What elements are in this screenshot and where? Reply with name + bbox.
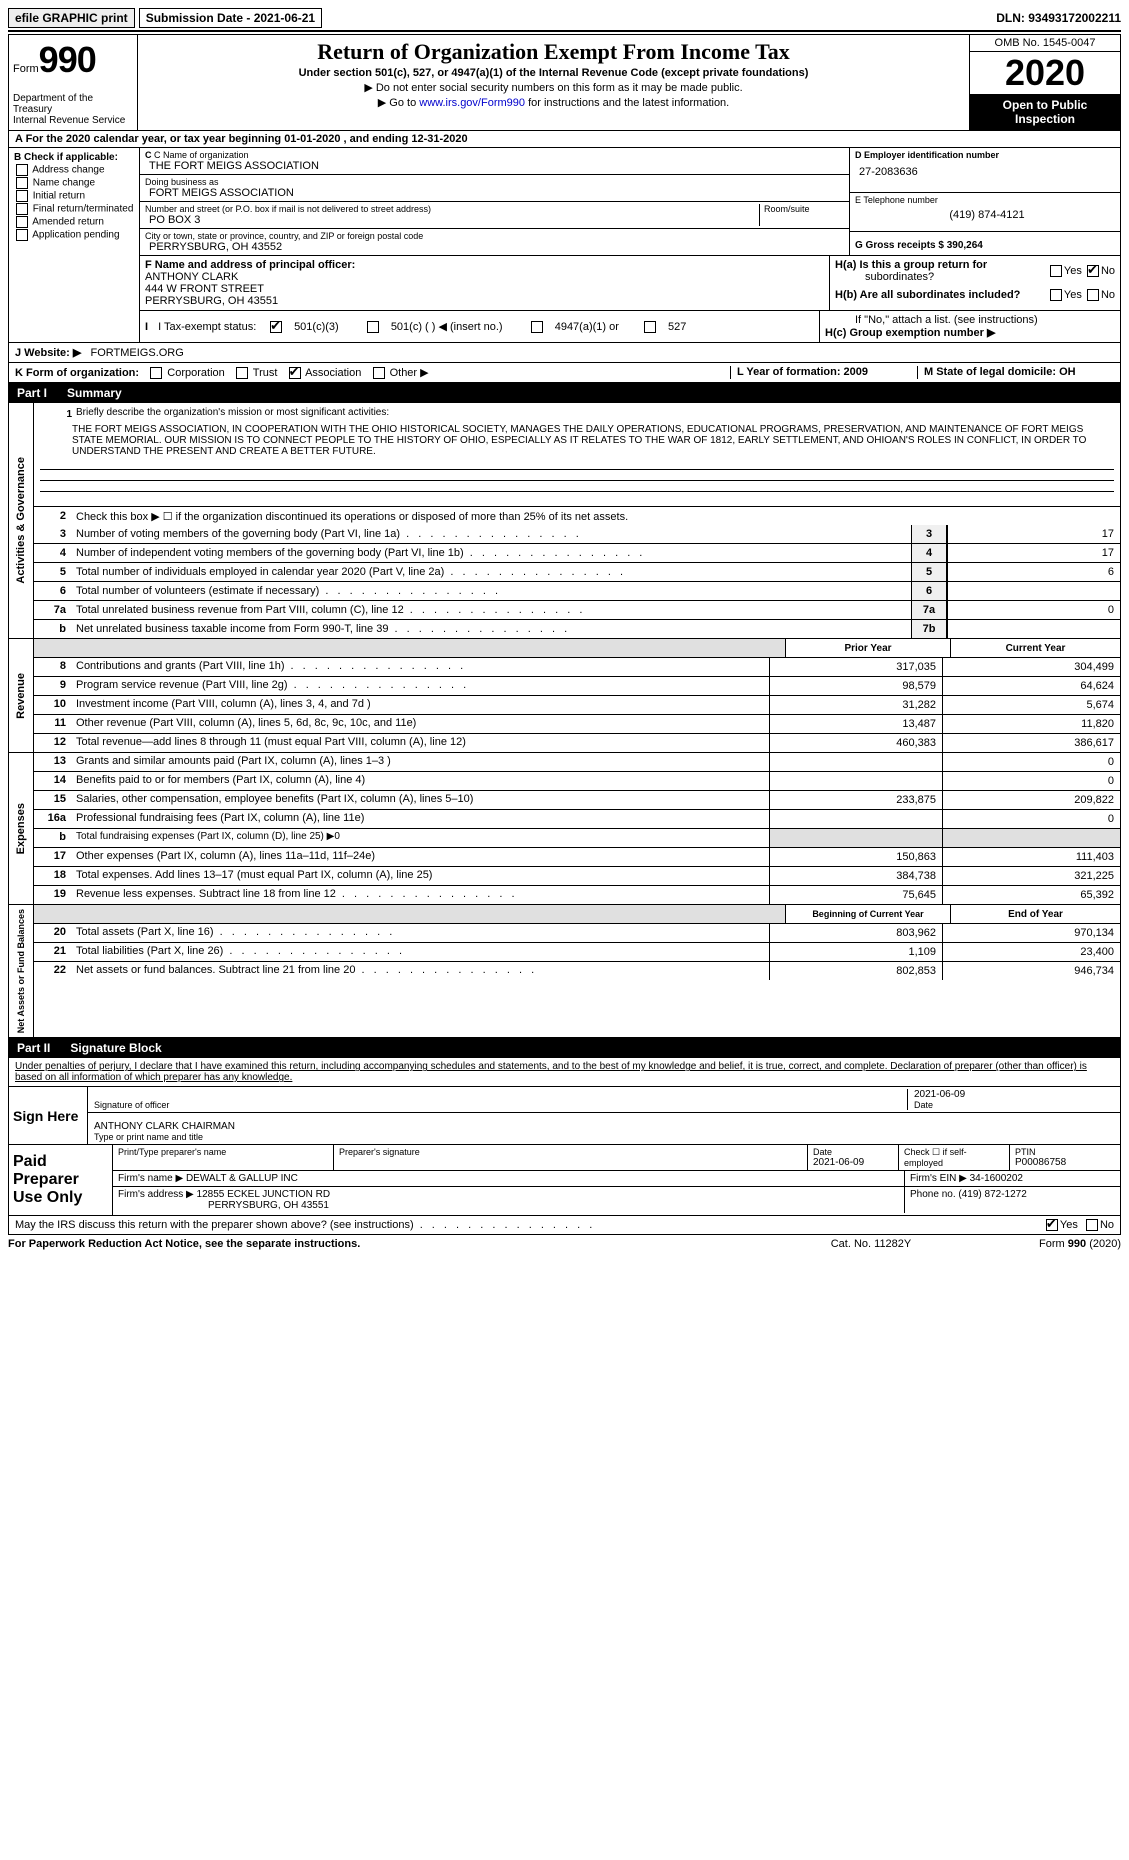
ssn-note: ▶ Do not enter social security numbers o… — [146, 81, 961, 94]
officer-addr1: 444 W FRONT STREET — [145, 283, 824, 295]
paid-preparer-label: Paid Preparer Use Only — [9, 1145, 112, 1215]
cb-discuss-yes[interactable] — [1046, 1219, 1058, 1231]
dln: DLN: 93493172002211 — [996, 11, 1121, 25]
room-label: Room/suite — [764, 204, 844, 214]
omb-number: OMB No. 1545-0047 — [970, 35, 1120, 52]
form-footer: Form 990 (2020) — [971, 1238, 1121, 1250]
submission-date: Submission Date - 2021-06-21 — [139, 8, 322, 28]
form-header: Form990 Department of the Treasury Inter… — [8, 34, 1121, 131]
cb-ha-yes[interactable] — [1050, 265, 1062, 277]
cb-final[interactable] — [16, 203, 28, 215]
ein: 27-2083636 — [855, 166, 1115, 178]
discuss-question: May the IRS discuss this return with the… — [15, 1219, 1044, 1231]
l6-val — [947, 582, 1120, 600]
tax-year: 2020 — [970, 52, 1120, 94]
cb-hb-yes[interactable] — [1050, 289, 1062, 301]
cat-number: Cat. No. 11282Y — [771, 1238, 971, 1250]
sign-here-label: Sign Here — [9, 1087, 87, 1144]
cb-ha-no[interactable] — [1087, 265, 1099, 277]
form-subtitle: Under section 501(c), 527, or 4947(a)(1)… — [146, 67, 961, 79]
row-a: A For the 2020 calendar year, or tax yea… — [8, 131, 1121, 148]
firm-ein: 34-1600202 — [970, 1173, 1023, 1184]
open-public: Open to Public Inspection — [970, 94, 1120, 130]
cb-amended[interactable] — [16, 216, 28, 228]
sidebar-activities: Activities & Governance — [13, 453, 29, 588]
part-2-header: Part IISignature Block — [8, 1038, 1121, 1058]
cb-initial[interactable] — [16, 190, 28, 202]
cb-pending[interactable] — [16, 229, 28, 241]
state-domicile: M State of legal domicile: OH — [924, 366, 1076, 378]
cb-501c[interactable] — [367, 321, 379, 333]
form-number: 990 — [39, 39, 96, 80]
cb-trust[interactable] — [236, 367, 248, 379]
officer-addr2: PERRYSBURG, OH 43551 — [145, 295, 824, 307]
cb-address[interactable] — [16, 164, 28, 176]
paperwork-notice: For Paperwork Reduction Act Notice, see … — [8, 1238, 771, 1250]
cb-name[interactable] — [16, 177, 28, 189]
begin-year-header: Beginning of Current Year — [785, 905, 950, 923]
ptin: P00086758 — [1015, 1157, 1115, 1168]
cb-corp[interactable] — [150, 367, 162, 379]
telephone: (419) 874-4121 — [855, 209, 1115, 221]
prior-year-header: Prior Year — [785, 639, 950, 657]
l4-val: 17 — [947, 544, 1120, 562]
cb-assoc[interactable] — [289, 367, 301, 379]
dept-irs: Internal Revenue Service — [13, 115, 133, 126]
row-k: K Form of organization: Corporation Trus… — [8, 363, 1121, 383]
topbar: efile GRAPHIC print Submission Date - 20… — [8, 8, 1121, 32]
sidebar-revenue: Revenue — [13, 669, 29, 723]
mission-text: THE FORT MEIGS ASSOCIATION, IN COOPERATI… — [40, 424, 1114, 457]
sidebar-expenses: Expenses — [13, 799, 29, 858]
firm-phone: (419) 872-1272 — [958, 1189, 1026, 1200]
firm-addr2: PERRYSBURG, OH 43551 — [118, 1200, 329, 1211]
dba: FORT MEIGS ASSOCIATION — [145, 187, 844, 199]
entity-info: B Check if applicable: Address change Na… — [8, 148, 1121, 343]
sig-intro: Under penalties of perjury, I declare th… — [9, 1058, 1120, 1087]
sidebar-netassets: Net Assets or Fund Balances — [14, 905, 28, 1037]
cb-501c3[interactable] — [270, 321, 282, 333]
cb-527[interactable] — [644, 321, 656, 333]
officer-name: ANTHONY CLARK — [145, 271, 824, 283]
l7a-val: 0 — [947, 601, 1120, 619]
cb-hb-no[interactable] — [1087, 289, 1099, 301]
l7b-val — [947, 620, 1120, 638]
irs-link[interactable]: www.irs.gov/Form990 — [419, 97, 525, 109]
current-year-header: Current Year — [950, 639, 1120, 657]
dept-treasury: Department of the Treasury — [13, 93, 133, 115]
year-formation: L Year of formation: 2009 — [737, 366, 868, 378]
l5-val: 6 — [947, 563, 1120, 581]
firm-name: DEWALT & GALLUP INC — [186, 1173, 298, 1184]
form-label: Form — [13, 63, 39, 75]
city-state-zip: PERRYSBURG, OH 43552 — [145, 241, 844, 253]
box-b-label: B Check if applicable: — [14, 152, 134, 163]
cb-discuss-no[interactable] — [1086, 1219, 1098, 1231]
cb-4947[interactable] — [531, 321, 543, 333]
officer-label: F Name and address of principal officer: — [145, 259, 824, 271]
website: FORTMEIGS.ORG — [91, 347, 184, 359]
street-address: PO BOX 3 — [145, 214, 759, 226]
end-year-header: End of Year — [950, 905, 1120, 923]
cb-other[interactable] — [373, 367, 385, 379]
part-1-header: Part ISummary — [8, 383, 1121, 403]
org-name: THE FORT MEIGS ASSOCIATION — [145, 160, 844, 172]
signer-name: ANTHONY CLARK CHAIRMAN — [94, 1115, 235, 1132]
form-title: Return of Organization Exempt From Incom… — [146, 39, 961, 65]
gross-receipts: G Gross receipts $ 390,264 — [855, 240, 983, 251]
row-j: J Website: ▶ FORTMEIGS.ORG — [8, 343, 1121, 363]
l3-val: 17 — [947, 525, 1120, 543]
efile-label: efile GRAPHIC print — [8, 8, 135, 28]
firm-addr1: 12855 ECKEL JUNCTION RD — [197, 1189, 331, 1200]
